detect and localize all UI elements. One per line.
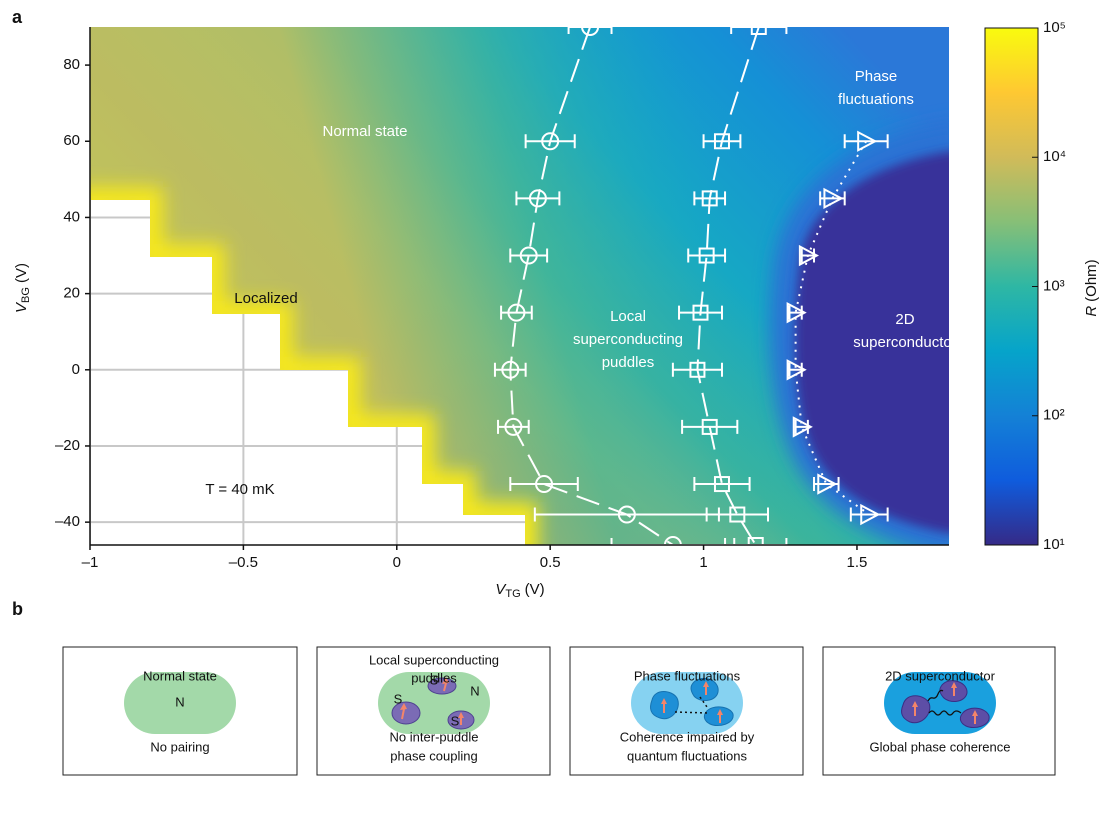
annotation: fluctuations <box>838 91 914 108</box>
panel-title: 2D superconductor <box>885 668 996 683</box>
x-tick-label: 0 <box>393 554 401 571</box>
y-tick-label: –20 <box>55 437 80 454</box>
panel-label: a <box>12 7 23 27</box>
panel-label: b <box>12 599 23 619</box>
colorbar-tick-label: 10³ <box>1043 277 1065 294</box>
panel-caption: Global phase coherence <box>870 739 1011 754</box>
annotation: superconducting <box>573 331 683 348</box>
colorbar-symbol: R <box>1083 306 1100 317</box>
schematic: Normal state No pairing N Local superconduc… <box>63 647 1055 775</box>
annotation: Local <box>610 308 646 325</box>
panel-caption: No pairing <box>150 739 209 754</box>
x-tick-label: 0.5 <box>540 554 561 571</box>
colorbar-label: R (Ohm) <box>1083 259 1100 316</box>
region-label: N <box>175 694 184 709</box>
panel-caption: Coherence impaired by <box>620 729 755 744</box>
colorbar <box>985 28 1038 545</box>
panel-caption: phase coupling <box>390 748 477 763</box>
y-tick-label: –40 <box>55 513 80 530</box>
annotation: Normal state <box>322 123 407 140</box>
y-label-unit: (V) <box>13 263 30 283</box>
annotation: puddles <box>602 354 655 371</box>
x-label-sub: TG <box>505 588 520 600</box>
panel-title: Normal state <box>143 668 217 683</box>
annotation: Localized <box>234 290 297 307</box>
annotation: T = 40 mK <box>205 481 274 498</box>
region-label: S <box>394 691 403 706</box>
y-label-sub: BG <box>20 287 32 303</box>
x-label-unit: (V) <box>525 581 545 598</box>
region-label: N <box>470 683 479 698</box>
panel-title: Local superconducting <box>369 652 499 667</box>
y-tick-label: 80 <box>63 56 80 73</box>
x-tick-label: –1 <box>82 554 99 571</box>
figure: –1–0.500.511.5–40–20020406080 a b VTG(V)… <box>0 0 1108 834</box>
panel-caption: quantum fluctuations <box>627 748 747 763</box>
x-tick-label: 1.5 <box>847 554 868 571</box>
x-tick-label: 1 <box>699 554 707 571</box>
y-axis-label: VBG(V) <box>13 263 32 313</box>
colorbar-tick-label: 10² <box>1043 407 1065 424</box>
annotation: 2D <box>895 311 914 328</box>
colorbar-tick-label: 10¹ <box>1043 536 1065 553</box>
colorbar-tick-label: 10⁵ <box>1043 19 1066 36</box>
y-tick-label: 60 <box>63 132 80 149</box>
x-axis-label: VTG(V) <box>495 581 544 600</box>
y-tick-label: 0 <box>72 361 80 378</box>
colorbar-unit: (Ohm) <box>1083 259 1100 302</box>
panel-caption: No inter-puddle <box>390 729 479 744</box>
region-label: S <box>430 672 439 687</box>
annotation: superconductor <box>853 334 956 351</box>
x-tick-label: –0.5 <box>229 554 258 571</box>
y-tick-label: 20 <box>63 285 80 302</box>
region-label: S <box>451 713 460 728</box>
panel-title: Phase fluctuations <box>634 668 741 683</box>
y-tick-label: 40 <box>63 208 80 225</box>
colorbar-tick-label: 10⁴ <box>1043 148 1066 165</box>
annotation: Phase <box>855 68 898 85</box>
